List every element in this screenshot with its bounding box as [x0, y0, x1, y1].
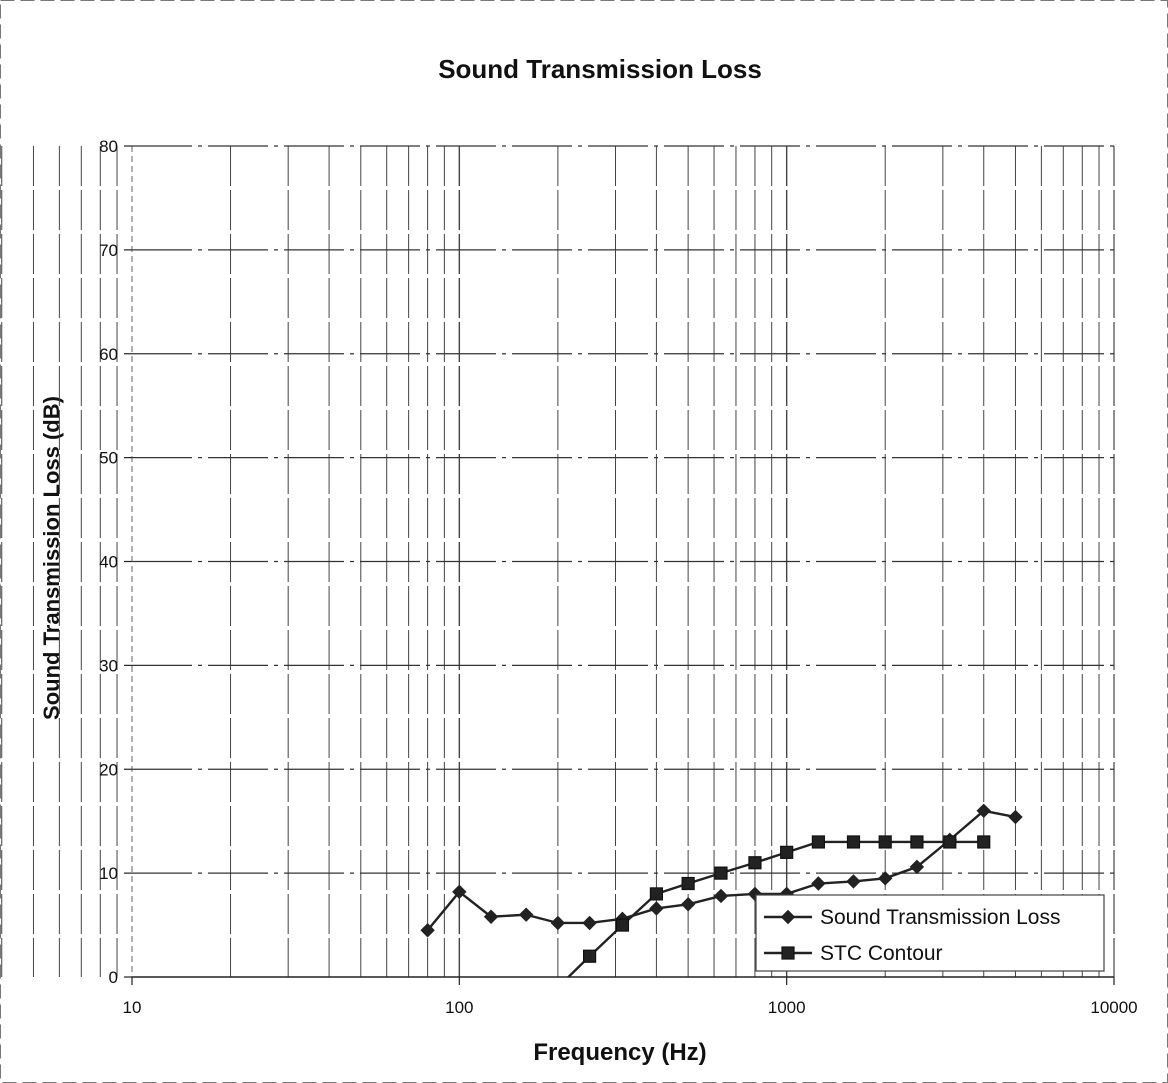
- stl-point: [483, 909, 499, 924]
- series-layer: [420, 803, 1023, 977]
- stl-point: [811, 876, 826, 891]
- series-stl: [420, 803, 1023, 938]
- stl-point: [550, 915, 566, 931]
- stc-point: [977, 835, 991, 849]
- legend: Sound Transmission Loss STC Contour: [755, 894, 1105, 972]
- y-tick-label: 60: [99, 345, 118, 364]
- stc-point: [943, 835, 957, 849]
- legend-stl-label: Sound Transmission Loss: [820, 906, 1060, 929]
- tick-labels: 0 10 20 30 40 50 60 70 80 10 100 1000 10000: [99, 137, 1138, 1017]
- stl-point: [976, 803, 991, 819]
- stl-point: [909, 859, 925, 875]
- stl-point: [846, 874, 861, 889]
- stl-point: [518, 907, 534, 922]
- x-axis-label: Frequency (Hz): [533, 1039, 707, 1066]
- x-tick-label: 10: [123, 998, 142, 1017]
- y-tick-label: 10: [99, 864, 118, 883]
- grid-lines: [1, 145, 1115, 978]
- stc-point: [910, 835, 924, 849]
- y-tick-label: 20: [99, 760, 118, 779]
- stl-point: [680, 897, 696, 912]
- legend-stc-marker: [781, 946, 795, 960]
- stl-point: [420, 923, 435, 938]
- y-tick-label: 70: [99, 241, 118, 260]
- stl-point: [649, 901, 664, 916]
- stc-point: [780, 845, 794, 859]
- stc-point: [649, 887, 664, 901]
- stc-point: [811, 835, 825, 849]
- stl-point: [582, 915, 597, 931]
- x-tick-label: 1000: [768, 998, 806, 1017]
- y-tick-label: 0: [109, 968, 118, 987]
- stc-point: [846, 835, 861, 849]
- stl-point: [452, 884, 467, 900]
- series-stc: [566, 835, 991, 977]
- stc-point: [748, 856, 762, 870]
- stl-point: [1008, 809, 1023, 825]
- stc-point: [714, 866, 728, 880]
- y-tick-label: 30: [99, 656, 118, 675]
- stl-point: [877, 871, 893, 886]
- y-tick-label: 80: [99, 137, 118, 156]
- stl-point: [713, 888, 729, 904]
- y-tick-label: 40: [99, 553, 118, 572]
- legend-stc-label: STC Contour: [820, 942, 943, 965]
- chart-title: Sound Transmission Loss: [438, 54, 762, 84]
- x-tick-label: 10000: [1090, 998, 1137, 1017]
- x-tick-label: 100: [445, 998, 473, 1017]
- stc-point: [615, 918, 630, 932]
- stc-point: [582, 949, 597, 963]
- stc-point: [681, 876, 695, 891]
- stc-point: [878, 835, 892, 849]
- legend-stl-marker: [780, 909, 796, 925]
- y-tick-label: 50: [99, 449, 118, 468]
- legend-box: [755, 894, 1105, 972]
